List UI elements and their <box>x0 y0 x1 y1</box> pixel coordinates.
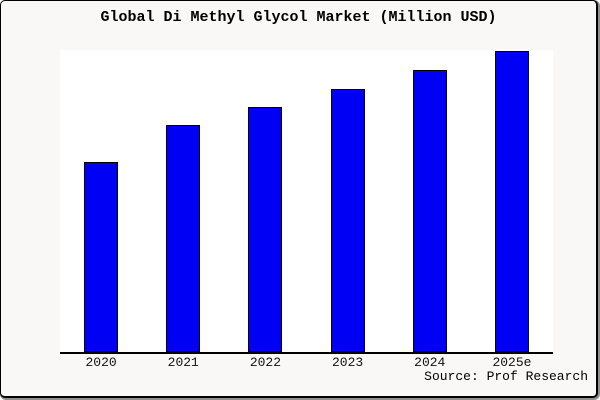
bar-2021 <box>166 124 201 352</box>
source-label: Source: Prof Research <box>424 369 588 384</box>
bar-slot <box>389 50 471 352</box>
x-axis-label-2022: 2022 <box>249 355 282 370</box>
x-axis-label-2024: 2024 <box>414 355 446 370</box>
chart-title: Global Di Methyl Glycol Market (Million … <box>100 9 497 26</box>
bar-2022 <box>248 107 283 352</box>
x-axis-label-2020: 2020 <box>85 355 117 370</box>
bar-2024 <box>412 69 447 352</box>
bar-slot <box>60 50 142 352</box>
bar-2025e <box>494 50 529 352</box>
bar-slot <box>142 50 224 352</box>
x-axis-label-2023: 2023 <box>331 355 364 370</box>
bar-slot <box>224 50 306 352</box>
bars <box>60 50 553 352</box>
bar-2020 <box>84 162 119 352</box>
x-axis-label-2021: 2021 <box>167 355 199 370</box>
x-axis-labels: 2020 2021 2022 2023 2024 2025e <box>60 355 553 370</box>
bar-2023 <box>330 88 365 352</box>
bar-slot <box>307 50 389 352</box>
bar-slot <box>471 50 553 352</box>
plot-area <box>60 50 553 354</box>
x-axis-label-2025e: 2025e <box>492 355 532 370</box>
